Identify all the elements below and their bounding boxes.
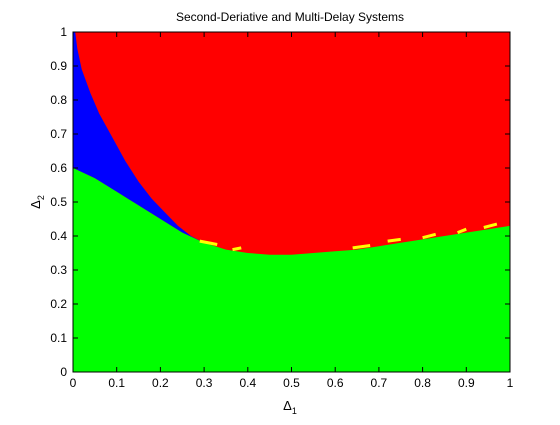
- x-tick-label: 0.6: [327, 376, 344, 390]
- y-axis-label-symbol: Δ: [28, 200, 43, 209]
- region-yellow-segment: [457, 227, 467, 234]
- region-blue: [73, 32, 205, 243]
- y-tick-label: 0.5: [50, 195, 67, 209]
- y-tick-label: 0.2: [50, 297, 67, 311]
- x-tick-label: 0.3: [196, 376, 213, 390]
- y-axis-label-subscript: 2: [36, 195, 46, 200]
- y-tick-label: 1: [60, 25, 67, 39]
- region-yellow-segment: [422, 232, 437, 240]
- region-yellow-segment: [232, 246, 242, 252]
- y-tick-label: 0.9: [50, 59, 67, 73]
- x-tick-label: 0.4: [239, 376, 256, 390]
- y-tick-label: 0.4: [50, 229, 67, 243]
- y-tick-label: 0: [60, 365, 67, 379]
- x-tick-label: 0.9: [458, 376, 475, 390]
- x-tick-label: 1: [507, 376, 514, 390]
- region-layer: [73, 32, 510, 372]
- y-tick-label: 0.7: [50, 127, 67, 141]
- region-yellow-segment: [387, 237, 401, 243]
- chart-title: Second-Deriative and Multi-Delay Systems: [176, 10, 404, 24]
- region-green: [73, 168, 510, 372]
- region-yellow-segment: [352, 244, 371, 250]
- y-tick-label: 0.8: [50, 93, 67, 107]
- y-tick-label: 0.3: [50, 263, 67, 277]
- tick-layer: 0 0.1 0.2 0.3 0.4 0.5 0.6 0.7 0.8 0.9 1 0 0.1 0.2 0.3 0…: [50, 25, 513, 390]
- x-tick-label: 0.1: [108, 376, 125, 390]
- x-tick-label: 0.7: [371, 376, 388, 390]
- x-tick-label: 0.2: [152, 376, 169, 390]
- region-yellow-segment: [483, 222, 498, 229]
- x-axis-label: Δ1: [283, 398, 297, 416]
- y-tick-label: 0.1: [50, 331, 67, 345]
- y-axis-label: Δ2: [28, 195, 46, 209]
- x-tick-label: 0: [70, 376, 77, 390]
- x-tick-label: 0.5: [283, 376, 300, 390]
- region-yellow-segment: [199, 239, 218, 246]
- y-tick-label: 0.6: [50, 161, 67, 175]
- x-axis-label-symbol: Δ: [283, 398, 292, 413]
- x-tick-label: 0.8: [414, 376, 431, 390]
- x-axis-label-subscript: 1: [292, 406, 297, 416]
